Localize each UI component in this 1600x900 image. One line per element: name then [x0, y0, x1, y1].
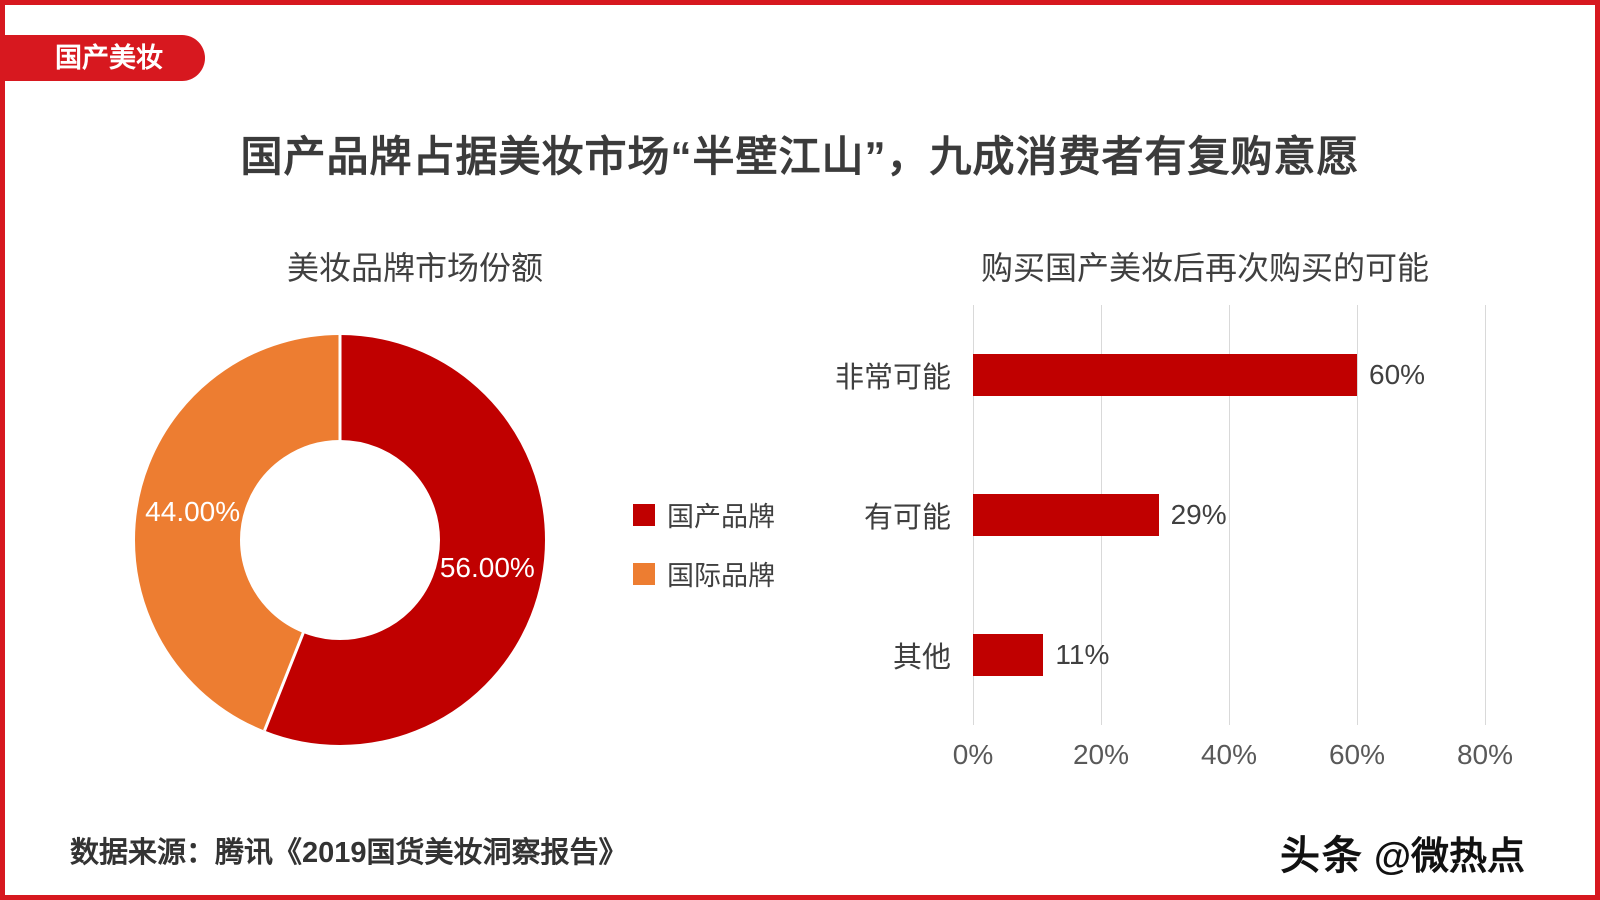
bar-row: 有可能 29% [864, 494, 1485, 536]
bar-row: 其他 11% [893, 634, 1485, 676]
legend-label: 国产品牌 [667, 502, 775, 532]
bar-category-label: 其他 [892, 642, 951, 674]
donut-wrap: 56.00% 44.00% [130, 330, 550, 750]
page-title: 国产品牌占据美妆市场“半壁江山”，九成消费者有复购意愿 [240, 133, 1360, 180]
bar-plot: 0% 20% 40% 60% 80% 非常可能 60% 有可能 29% 其他 11% [835, 305, 1513, 770]
bar-category-label: 有可能 [863, 502, 951, 534]
x-axis-tick-label: 0% [952, 739, 994, 770]
bar-row: 非常可能 60% [835, 353, 1485, 396]
bar-value-label: 60% [1369, 358, 1426, 390]
x-axis-tick-label: 80% [1456, 739, 1514, 770]
gridline [1229, 305, 1230, 725]
legend-label: 国际品牌 [667, 561, 775, 591]
pie-chart-title: 美妆品牌市场份额 [286, 250, 543, 286]
toutiao-logo: 头条 [1279, 834, 1364, 878]
legend-item: 国产品牌 [633, 495, 775, 534]
legend-swatch [633, 562, 655, 585]
gridline [1485, 305, 1486, 725]
watermark: 头条 @微热点 [1280, 823, 1525, 881]
bar [973, 634, 1044, 676]
section-badge: 国产美妆 [5, 35, 205, 81]
donut-legend: 国产品牌 国际品牌 [633, 495, 775, 613]
legend-item: 国际品牌 [633, 554, 775, 593]
bar [973, 494, 1159, 536]
bar [973, 353, 1357, 396]
x-axis-tick-label: 20% [1072, 739, 1130, 770]
x-axis-tick-label: 60% [1328, 739, 1386, 770]
watermark-handle: @微热点 [1373, 835, 1525, 878]
x-axis-tick-label: 40% [1200, 739, 1258, 770]
data-source-note: 数据来源：腾讯《2019国货美妆洞察报告》 [70, 837, 628, 869]
bar-value-label: 11% [1055, 639, 1110, 670]
donut-chart [134, 335, 545, 745]
donut-slice-label: 56.00% [439, 552, 535, 584]
gridline [1357, 305, 1358, 725]
donut-separator [263, 539, 342, 732]
donut-slice-label: 44.00% [145, 495, 241, 527]
bar-chart-title: 购买国产美妆后再次购买的可能 [980, 250, 1429, 286]
bar-value-label: 29% [1170, 499, 1227, 530]
bar-category-label: 非常可能 [834, 361, 951, 394]
legend-swatch [633, 503, 655, 526]
